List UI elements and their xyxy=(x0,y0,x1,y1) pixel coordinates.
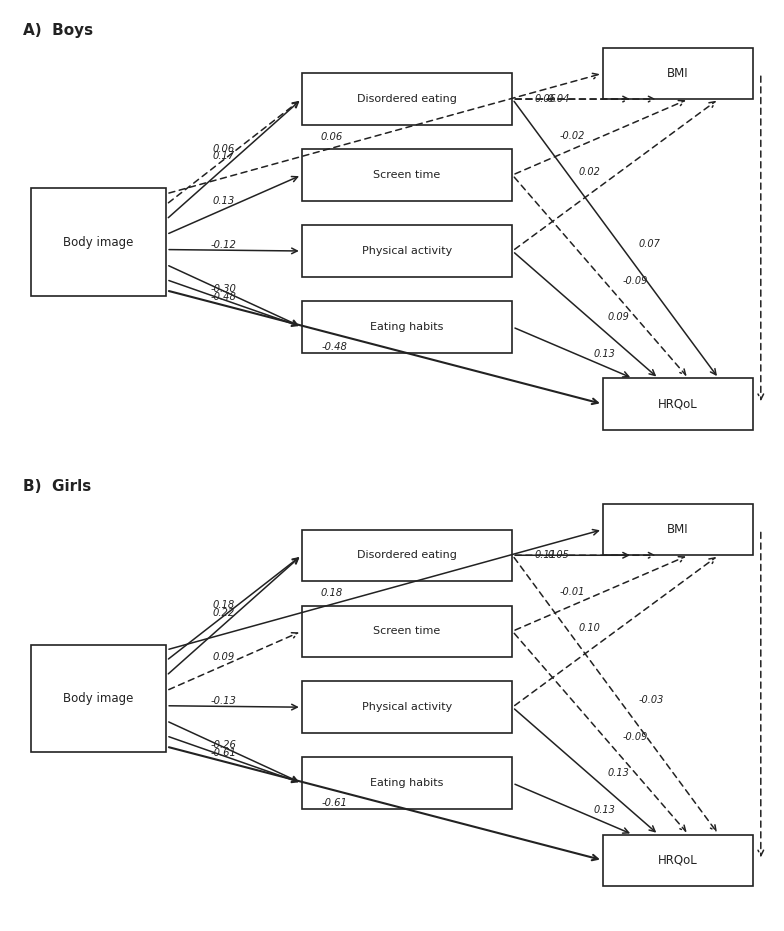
Text: B)  Girls: B) Girls xyxy=(24,479,92,494)
Bar xyxy=(302,74,513,125)
Text: 0.06: 0.06 xyxy=(321,132,343,142)
Bar xyxy=(302,225,513,277)
Text: 0.18: 0.18 xyxy=(321,588,343,598)
Bar xyxy=(31,644,166,752)
Bar xyxy=(302,758,513,809)
Text: -0.48: -0.48 xyxy=(211,292,237,302)
Bar xyxy=(302,149,513,201)
Text: 0.13: 0.13 xyxy=(593,805,615,815)
Text: HRQoL: HRQoL xyxy=(658,398,698,411)
Bar xyxy=(302,530,513,581)
Text: 0.05: 0.05 xyxy=(548,550,569,560)
Text: -0.61: -0.61 xyxy=(211,749,237,758)
Text: Eating habits: Eating habits xyxy=(370,778,444,789)
Text: HRQoL: HRQoL xyxy=(658,854,698,867)
Bar xyxy=(603,378,753,430)
Text: -0.12: -0.12 xyxy=(211,240,237,250)
Text: -0.01: -0.01 xyxy=(560,587,585,597)
Text: Physical activity: Physical activity xyxy=(362,246,452,256)
Bar xyxy=(302,302,513,353)
Bar xyxy=(302,605,513,657)
Text: 0.10: 0.10 xyxy=(579,623,601,633)
Text: Disordered eating: Disordered eating xyxy=(358,550,457,560)
Text: 0.06: 0.06 xyxy=(212,143,235,154)
Text: -0.09: -0.09 xyxy=(622,732,648,742)
Text: -0.02: -0.02 xyxy=(560,130,585,141)
Text: -0.04: -0.04 xyxy=(544,94,569,104)
Bar xyxy=(302,681,513,733)
Text: Screen time: Screen time xyxy=(373,627,441,636)
Text: Disordered eating: Disordered eating xyxy=(358,94,457,104)
Text: 0.18: 0.18 xyxy=(212,600,235,610)
Bar xyxy=(603,47,753,99)
Bar xyxy=(603,504,753,555)
Text: -0.61: -0.61 xyxy=(321,798,347,808)
Text: -0.09: -0.09 xyxy=(622,276,648,286)
Text: 0.17: 0.17 xyxy=(212,152,235,161)
Text: 0.13: 0.13 xyxy=(212,196,235,206)
Bar xyxy=(31,188,166,296)
Text: 0.02: 0.02 xyxy=(579,167,601,177)
Text: Body image: Body image xyxy=(64,692,133,705)
Text: -0.13: -0.13 xyxy=(211,696,237,706)
Text: BMI: BMI xyxy=(667,67,689,80)
Text: -0.48: -0.48 xyxy=(321,342,347,352)
Text: 0.13: 0.13 xyxy=(607,768,629,778)
Text: Screen time: Screen time xyxy=(373,170,441,180)
Text: 0.09: 0.09 xyxy=(212,652,235,662)
Text: -0.03: -0.03 xyxy=(638,695,664,706)
Text: -0.30: -0.30 xyxy=(211,284,237,294)
Text: Physical activity: Physical activity xyxy=(362,702,452,712)
Text: BMI: BMI xyxy=(667,523,689,536)
Text: Eating habits: Eating habits xyxy=(370,322,444,332)
Bar xyxy=(603,834,753,886)
Text: 0.11: 0.11 xyxy=(535,550,556,560)
Text: A)  Boys: A) Boys xyxy=(24,23,93,38)
Text: 0.06: 0.06 xyxy=(535,94,556,104)
Text: 0.22: 0.22 xyxy=(212,608,235,617)
Text: Body image: Body image xyxy=(64,236,133,249)
Text: 0.07: 0.07 xyxy=(638,239,660,250)
Text: -0.26: -0.26 xyxy=(211,740,237,750)
Text: 0.13: 0.13 xyxy=(593,349,615,358)
Text: 0.09: 0.09 xyxy=(607,312,629,322)
